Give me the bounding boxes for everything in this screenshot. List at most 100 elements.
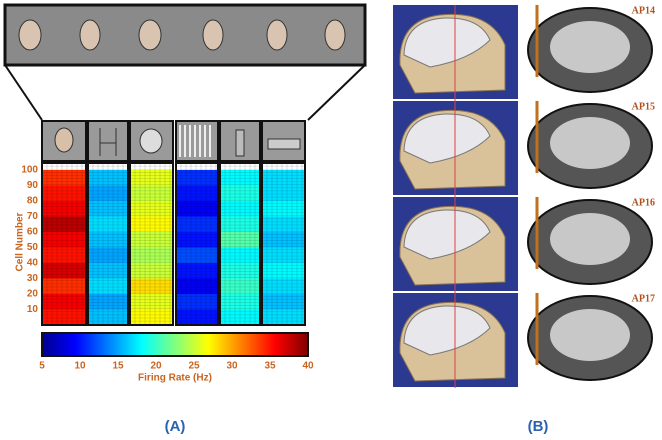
heatmap-cell xyxy=(176,247,218,263)
heatmap-cell xyxy=(220,309,260,325)
heatmap-cell xyxy=(130,170,173,186)
heatmap-cell xyxy=(220,185,260,201)
colorbar-tick-label: 25 xyxy=(188,361,200,372)
heatmap-cell xyxy=(42,278,86,294)
y-tick-label: 50 xyxy=(27,242,39,253)
colorbar-tick-label: 10 xyxy=(74,361,86,372)
heatmap-border xyxy=(41,162,87,326)
heatmap-cell xyxy=(42,201,86,217)
y-tick-label: 20 xyxy=(27,289,39,300)
heatmap-cell xyxy=(88,294,128,310)
stimulus-icons xyxy=(41,120,306,162)
heatmap-cell xyxy=(42,216,86,232)
y-tick-label: 80 xyxy=(27,196,39,207)
brain-panels: AP14 AP15 AP16 AP17 xyxy=(393,5,657,387)
heatmap-cell xyxy=(130,216,173,232)
heatmap-cell xyxy=(176,278,218,294)
heatmap-cell xyxy=(88,185,128,201)
heatmap-cell xyxy=(88,232,128,248)
heatmap-cell xyxy=(130,247,173,263)
slice-label: AP15 xyxy=(632,101,655,112)
heatmap-cell xyxy=(42,309,86,325)
heatmap-cell xyxy=(220,216,260,232)
y-tick-label: 40 xyxy=(27,258,39,269)
colorbar-tick-label: 20 xyxy=(150,361,162,372)
heatmap-cell xyxy=(220,201,260,217)
heatmap-cell xyxy=(220,278,260,294)
colorbar xyxy=(41,332,309,357)
heatmap-cell xyxy=(88,247,128,263)
heatmap-cell xyxy=(88,309,128,325)
coronal-matter xyxy=(550,117,630,169)
heatmap-cell xyxy=(262,263,305,279)
heatmap-border xyxy=(219,162,261,326)
heatmap-cell xyxy=(130,201,173,217)
heatmap-cell xyxy=(262,216,305,232)
heatmap-cell xyxy=(262,278,305,294)
heatmap-cell xyxy=(130,185,173,201)
heatmap-cell xyxy=(176,263,218,279)
colorbar-tick-label: 5 xyxy=(39,361,45,372)
panel-label: (A) xyxy=(165,418,186,435)
heatmap-cell xyxy=(42,185,86,201)
heatmap-cell xyxy=(88,278,128,294)
brain-cortex xyxy=(403,17,491,68)
brain-cortex xyxy=(403,209,491,260)
heatmap-border xyxy=(129,162,174,326)
colorbar-tick-label: 30 xyxy=(226,361,238,372)
heatmap-cell xyxy=(42,247,86,263)
heatmap-cell xyxy=(130,309,173,325)
heatmap-cell xyxy=(130,263,173,279)
heatmap-cell xyxy=(220,170,260,186)
colorbar-tick-label: 40 xyxy=(302,361,314,372)
slice-label: AP17 xyxy=(632,293,655,304)
panel-label: (B) xyxy=(528,418,549,435)
heatmap-border xyxy=(175,162,219,326)
coronal-matter xyxy=(550,21,630,73)
heatmap-cell xyxy=(262,232,305,248)
heatmap-cell xyxy=(262,247,305,263)
heatmap-border xyxy=(87,162,129,326)
slice-label: AP16 xyxy=(632,197,655,208)
colorbar-tick-label: 15 xyxy=(112,361,124,372)
heatmap-cell xyxy=(176,309,218,325)
heatmap-cell xyxy=(220,263,260,279)
heatmap-cell xyxy=(88,263,128,279)
heatmap-cell xyxy=(130,232,173,248)
heatmap-cell xyxy=(176,294,218,310)
heatmap-border xyxy=(261,162,306,326)
heatmap-cell xyxy=(42,263,86,279)
y-tick-label: 70 xyxy=(27,211,39,222)
heatmap-cell xyxy=(220,294,260,310)
heatmap-cell xyxy=(262,294,305,310)
heatmap-cell xyxy=(262,201,305,217)
brain-cortex xyxy=(403,113,491,164)
heatmap-cell xyxy=(42,170,86,186)
heatmap-cell xyxy=(176,201,218,217)
coronal-matter xyxy=(550,309,630,361)
heatmap-cell xyxy=(130,278,173,294)
heatmap-cell xyxy=(262,170,305,186)
face-strip xyxy=(3,3,367,121)
icon-details xyxy=(54,125,301,157)
y-tick-label: 90 xyxy=(27,180,39,191)
heatmap-cell xyxy=(88,216,128,232)
heatmap-cell xyxy=(42,294,86,310)
heatmap-cell xyxy=(220,232,260,248)
y-axis-label: Cell Number xyxy=(15,212,26,271)
y-tick-label: 100 xyxy=(21,165,38,176)
heatmap-cell xyxy=(220,247,260,263)
coronal-matter xyxy=(550,213,630,265)
colorbar-tick-label: 35 xyxy=(264,361,276,372)
heatmap-cell xyxy=(176,232,218,248)
y-tick-label: 60 xyxy=(27,227,39,238)
y-tick-label: 10 xyxy=(27,304,39,315)
heatmap-cell xyxy=(262,185,305,201)
heatmap-cell xyxy=(88,201,128,217)
heatmap-cell xyxy=(176,170,218,186)
slice-label: AP14 xyxy=(632,5,655,16)
colorbar-label: Firing Rate (Hz) xyxy=(138,373,212,384)
brain-cortex xyxy=(403,305,491,356)
heatmap-cell xyxy=(176,216,218,232)
